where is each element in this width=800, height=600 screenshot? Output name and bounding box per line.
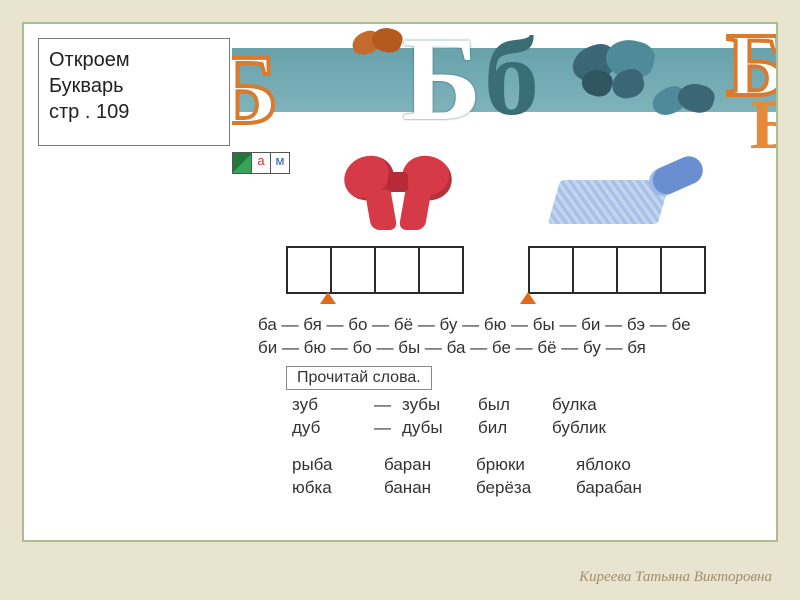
content-frame: Откроем Букварь стр . 109 Б Б б Б Б: [22, 22, 778, 542]
scheme-cell: [616, 246, 662, 294]
scheme-cell: [528, 246, 574, 294]
dash: —: [374, 394, 398, 417]
word: берёза: [476, 477, 576, 500]
stress-marker-icon: [320, 292, 336, 304]
bow-illustration: [338, 152, 458, 232]
word-scheme: [528, 246, 706, 294]
butterfly-icon: [572, 40, 662, 108]
read-words-label: Прочитай слова.: [286, 366, 432, 390]
caption-line: стр . 109: [49, 99, 219, 125]
word: бублик: [552, 417, 642, 440]
paper-roll-illustration: [550, 152, 710, 232]
word: зубы: [402, 394, 474, 417]
textbook-page: Б Б б Б Б: [232, 24, 776, 540]
word: булка: [552, 394, 642, 417]
decor-letter-left: Б: [232, 32, 278, 147]
caption-line: Откроем: [49, 47, 219, 73]
scheme-cell: [418, 246, 464, 294]
slide: Откроем Букварь стр . 109 Б Б б Б Б: [0, 0, 800, 600]
word: дубы: [402, 417, 474, 440]
word: бил: [478, 417, 548, 440]
scheme-cell: [572, 246, 618, 294]
word-scheme-row: [286, 246, 756, 294]
word-pairs-table: зуб — зубы был булка дуб — дубы бил бубл…: [292, 394, 756, 440]
word: был: [478, 394, 548, 417]
scheme-cell: [286, 246, 332, 294]
scheme-cell: [374, 246, 420, 294]
dash: —: [374, 417, 398, 440]
word: дуб: [292, 417, 370, 440]
caption-box: Откроем Букварь стр . 109: [38, 38, 230, 146]
author-credit: Киреева Татьяна Викторовна: [579, 569, 772, 586]
word: брюки: [476, 454, 576, 477]
scheme-cell: [660, 246, 706, 294]
letter-lower: б: [484, 24, 539, 141]
syllable-line: ба — бя — бо — бё — бу — бю — бы — би — …: [258, 314, 758, 337]
words-list-table: рыба баран брюки яблоко юбка банан берёз…: [292, 454, 756, 500]
word: юбка: [292, 477, 384, 500]
butterfly-icon: [352, 28, 412, 74]
word-scheme: [286, 246, 464, 294]
letter-upper: Б: [402, 24, 481, 148]
words-block: зуб — зубы был булка дуб — дубы бил бубл…: [292, 394, 756, 500]
letter-banner: Б Б б Б Б: [232, 24, 776, 136]
scheme-cell: [330, 246, 376, 294]
butterfly-icon: [652, 84, 722, 138]
legend-letter-m: м: [271, 153, 289, 173]
word: барабан: [576, 477, 676, 500]
caption-line: Букварь: [49, 73, 219, 99]
stress-marker-icon: [520, 292, 536, 304]
word: яблоко: [576, 454, 676, 477]
word: рыба: [292, 454, 384, 477]
syllable-lines: ба — бя — бо — бё — бу — бю — бы — би — …: [258, 314, 758, 360]
word: банан: [384, 477, 476, 500]
pictures-row: [292, 152, 756, 236]
syllable-line: би — бю — бо — бы — ба — бе — бё — бу — …: [258, 337, 758, 360]
word: баран: [384, 454, 476, 477]
legend-color-square: [233, 153, 251, 173]
legend-letter-a: а: [251, 153, 271, 173]
word: зуб: [292, 394, 370, 417]
sound-legend: а м: [232, 152, 290, 174]
